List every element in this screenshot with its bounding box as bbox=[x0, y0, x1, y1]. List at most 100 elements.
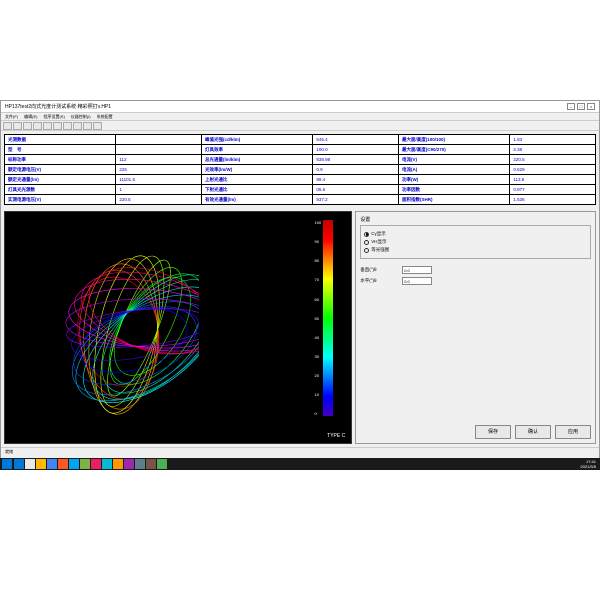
taskbar-icon[interactable] bbox=[102, 459, 112, 469]
data-table: 光测数据峰值光强(cd/klm)645.4最大面/高度(100/100)1.83… bbox=[4, 134, 596, 205]
colorbar-ticks: 1009080706050403020100 bbox=[315, 220, 322, 416]
maximize-button[interactable]: □ bbox=[577, 103, 585, 110]
data-value: 645.4 bbox=[313, 135, 399, 145]
data-label: 灯具光光源数 bbox=[5, 185, 116, 195]
toolbar-button[interactable] bbox=[23, 122, 32, 130]
toolbar-button[interactable] bbox=[93, 122, 102, 130]
tick-label: 0 bbox=[315, 411, 322, 416]
settings-panel: 设置 Cγ显示 VH显示等光强图 垂直(°)θ 水平(°)θ 保存确认应用 bbox=[355, 211, 596, 444]
colorbar bbox=[323, 220, 333, 416]
toolbar-button[interactable] bbox=[73, 122, 82, 130]
close-button[interactable]: × bbox=[587, 103, 595, 110]
colorbar-gradient bbox=[323, 220, 333, 416]
tick-label: 40 bbox=[315, 335, 322, 340]
visualization-panel: 1009080706050403020100 TYPE C bbox=[4, 211, 352, 444]
data-value: 100.0 bbox=[313, 145, 399, 155]
menu-item[interactable]: 文件(F) bbox=[5, 114, 18, 119]
data-value: 1.83 bbox=[510, 135, 596, 145]
panel-button[interactable]: 应用 bbox=[555, 425, 591, 439]
taskbar-icon[interactable] bbox=[146, 459, 156, 469]
data-value: 937.2 bbox=[313, 195, 399, 205]
app-window: HP137test2向式光度计测试系统·精彩照打v.HP1 – □ × 文件(F… bbox=[0, 100, 600, 470]
input-label: 垂直(°)θ bbox=[360, 267, 398, 273]
toolbar-button[interactable] bbox=[33, 122, 42, 130]
data-value: 220.5 bbox=[510, 155, 596, 165]
panel-button[interactable]: 保存 bbox=[475, 425, 511, 439]
radio-option[interactable]: Cγ显示 bbox=[364, 231, 587, 237]
angle-input[interactable] bbox=[402, 277, 432, 285]
data-value: 113.8 bbox=[510, 175, 596, 185]
toolbar-button[interactable] bbox=[3, 122, 12, 130]
taskbar-icon[interactable] bbox=[69, 459, 79, 469]
display-mode-group: Cγ显示 VH显示等光强图 bbox=[360, 225, 591, 259]
radio-option[interactable]: VH显示 bbox=[364, 239, 587, 245]
type-label: TYPE C bbox=[327, 433, 345, 439]
taskbar-icon[interactable] bbox=[58, 459, 68, 469]
menu-item[interactable]: 系统配置 bbox=[97, 114, 113, 119]
taskbar-icon[interactable] bbox=[14, 459, 24, 469]
data-label: 标称功率 bbox=[5, 155, 116, 165]
data-label: 总光通量(lm/klm) bbox=[201, 155, 312, 165]
taskbar-icon[interactable] bbox=[36, 459, 46, 469]
tick-label: 10 bbox=[315, 392, 322, 397]
menu-item[interactable]: 仪器控制(I) bbox=[71, 114, 91, 119]
radio-label: 等光强图 bbox=[371, 247, 389, 253]
settings-label: 设置 bbox=[360, 216, 591, 223]
tick-label: 100 bbox=[315, 220, 322, 225]
taskbar-icon[interactable] bbox=[157, 459, 167, 469]
data-label: 光效率(lm/W) bbox=[201, 165, 312, 175]
data-label: 峰值光强(cd/klm) bbox=[201, 135, 312, 145]
radio-label: Cγ显示 bbox=[371, 231, 386, 237]
toolbar-button[interactable] bbox=[53, 122, 62, 130]
input-row: 垂直(°)θ bbox=[360, 266, 591, 274]
data-label: 型 号 bbox=[5, 145, 116, 155]
tick-label: 60 bbox=[315, 297, 322, 302]
data-label: 上射光通比 bbox=[201, 175, 312, 185]
taskbar-icon[interactable] bbox=[124, 459, 134, 469]
radio-icon bbox=[364, 240, 369, 245]
window-controls: – □ × bbox=[567, 103, 595, 110]
toolbar-button[interactable] bbox=[83, 122, 92, 130]
data-value: 839.98 bbox=[313, 155, 399, 165]
minimize-button[interactable]: – bbox=[567, 103, 575, 110]
input-row: 水平(°)θ bbox=[360, 277, 591, 285]
taskbar-icon[interactable] bbox=[91, 459, 101, 469]
data-label: 实测电源电压(V) bbox=[5, 195, 116, 205]
taskbar-icon[interactable] bbox=[135, 459, 145, 469]
data-value: 220.5 bbox=[116, 195, 202, 205]
panel-button[interactable]: 确认 bbox=[515, 425, 551, 439]
data-value: 112 bbox=[116, 155, 202, 165]
toolbar-button[interactable] bbox=[63, 122, 72, 130]
tick-label: 80 bbox=[315, 258, 322, 263]
data-value: 225 bbox=[116, 165, 202, 175]
light-distribution-plot bbox=[19, 228, 199, 428]
data-label: 额定光通量(lm) bbox=[5, 175, 116, 185]
data-label: 电流(V) bbox=[398, 155, 509, 165]
data-label: 下射光通比 bbox=[201, 185, 312, 195]
toolbar-button[interactable] bbox=[43, 122, 52, 130]
main-row: 1009080706050403020100 TYPE C 设置 Cγ显示VH显… bbox=[1, 208, 599, 447]
taskbar-icon[interactable] bbox=[25, 459, 35, 469]
radio-option[interactable]: 等光强图 bbox=[364, 247, 587, 253]
tick-label: 90 bbox=[315, 239, 322, 244]
data-label: 额定电源电压(V) bbox=[5, 165, 116, 175]
content-area: 光测数据峰值光强(cd/klm)645.4最大面/高度(100/100)1.83… bbox=[1, 131, 599, 447]
panel-buttons: 保存确认应用 bbox=[360, 425, 591, 439]
radio-label: VH显示 bbox=[371, 239, 386, 245]
data-value: 06.6 bbox=[313, 185, 399, 195]
menu-item[interactable]: 编辑(E) bbox=[24, 114, 37, 119]
taskbar-icon[interactable] bbox=[80, 459, 90, 469]
system-tray[interactable]: 17:41 2021/3/5 bbox=[580, 459, 598, 469]
data-label: 灯具效率 bbox=[201, 145, 312, 155]
start-button[interactable] bbox=[2, 459, 12, 469]
menu-item[interactable]: 程序设置(S) bbox=[43, 114, 64, 119]
toolbar-button[interactable] bbox=[13, 122, 22, 130]
taskbar-icon[interactable] bbox=[47, 459, 57, 469]
clock-date: 2021/3/5 bbox=[580, 464, 596, 469]
input-label: 水平(°)θ bbox=[360, 278, 398, 284]
taskbar-icon[interactable] bbox=[113, 459, 123, 469]
data-label: 最大面/高度(C90/270) bbox=[398, 145, 509, 155]
data-label: 电流(A) bbox=[398, 165, 509, 175]
angle-input[interactable] bbox=[402, 266, 432, 274]
toolbar bbox=[1, 121, 599, 131]
